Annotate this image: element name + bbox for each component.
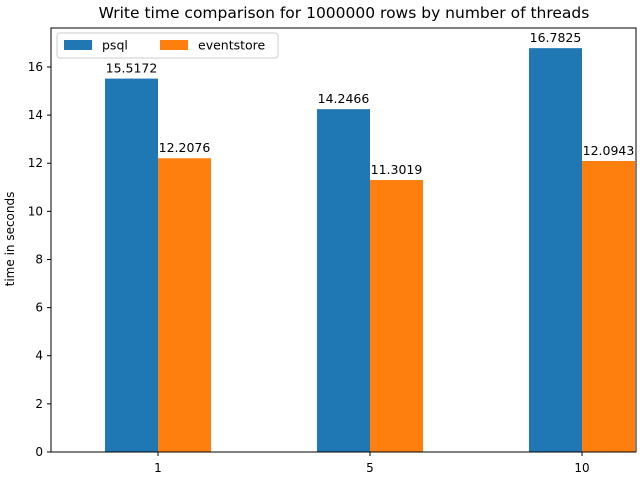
x-tick-label: 5	[366, 461, 374, 475]
y-tick-label: 10	[28, 204, 43, 218]
x-tick-label: 10	[574, 461, 589, 475]
plot-area-frame	[50, 27, 637, 453]
y-axis: 0 2 4 6 8 10 12 14 16	[28, 60, 51, 459]
y-tick-label: 4	[35, 349, 43, 363]
bar-psql-5	[317, 109, 370, 452]
y-tick-label: 12	[28, 156, 43, 170]
bar-psql-10	[529, 48, 582, 453]
legend-swatch-psql	[64, 40, 92, 50]
y-tick-label: 8	[35, 252, 43, 266]
data-labels-layer: 15.5172 14.2466 16.7825 12.2076 11.3019 12.09…	[106, 30, 635, 177]
data-label-psql-1: 15.5172	[106, 61, 158, 76]
data-label-eventstore-5: 11.3019	[371, 162, 423, 177]
y-tick-label: 14	[28, 108, 43, 122]
legend-swatch-eventstore	[160, 40, 188, 50]
y-tick-label: 16	[28, 60, 43, 74]
bar-eventstore-10	[582, 160, 635, 453]
chart-title: Write time comparison for 1000000 rows b…	[99, 4, 590, 22]
legend-label-eventstore: eventstore	[198, 38, 266, 53]
legend-label-psql: psql	[102, 38, 128, 53]
x-tick-label: 1	[154, 461, 162, 475]
data-label-eventstore-10: 12.0943	[583, 143, 635, 158]
y-tick-label: 6	[35, 301, 43, 315]
bars-layer	[105, 48, 635, 453]
x-axis: 1 5 10	[154, 452, 590, 475]
legend: psql eventstore	[56, 32, 279, 59]
bar-eventstore-5	[370, 180, 423, 452]
bar-eventstore-1	[158, 158, 211, 452]
y-tick-label: 2	[35, 397, 43, 411]
data-label-psql-10: 16.7825	[530, 30, 582, 45]
data-label-eventstore-1: 12.2076	[159, 140, 211, 155]
y-tick-label: 0	[35, 445, 43, 459]
y-axis-title: time in seconds	[3, 192, 17, 287]
bar-psql-1	[105, 78, 158, 452]
data-label-psql-5: 14.2466	[318, 91, 370, 106]
